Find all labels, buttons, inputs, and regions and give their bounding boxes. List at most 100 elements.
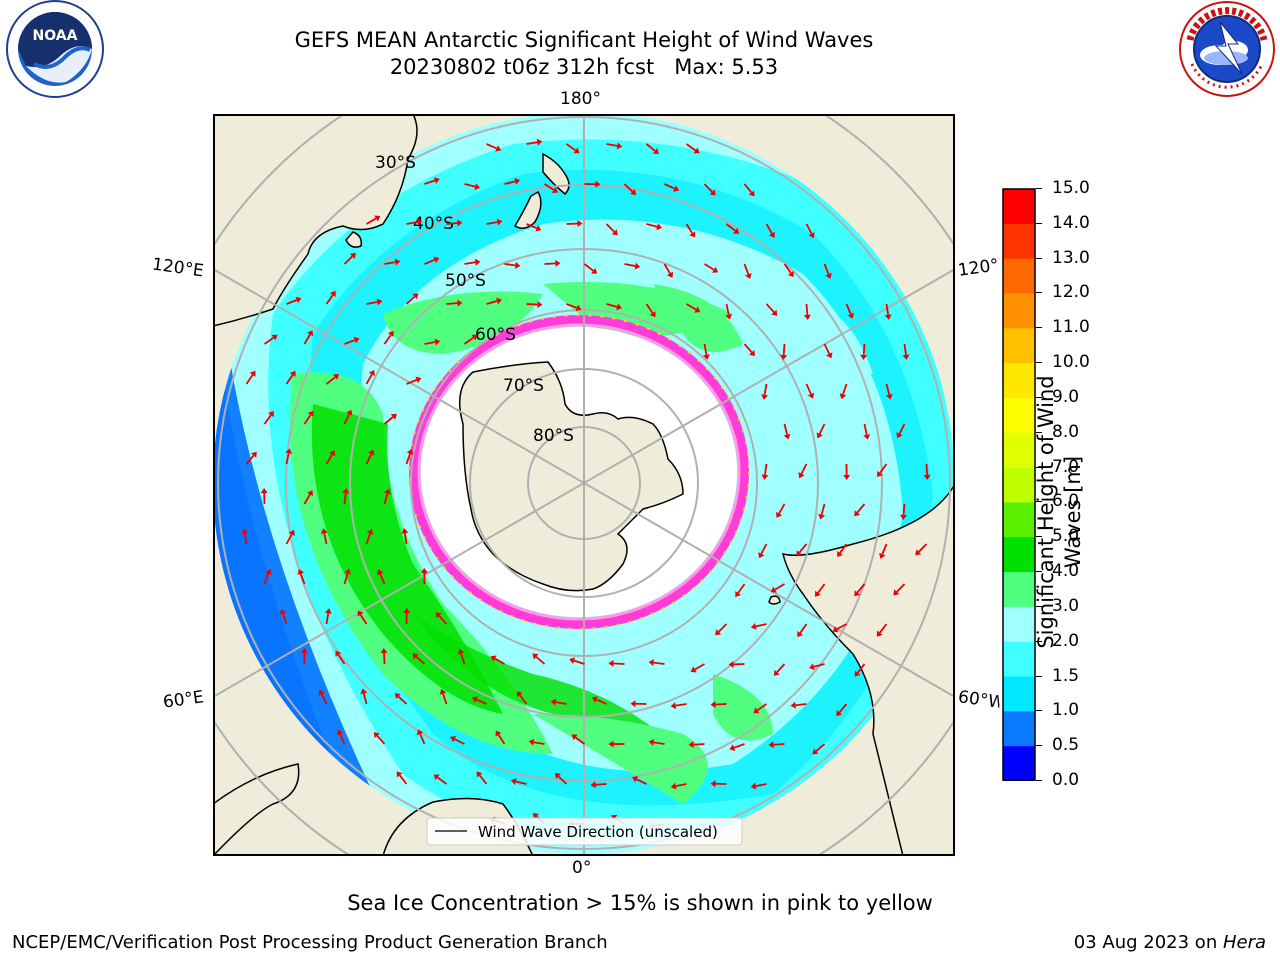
colorbar-tick-label: 1.0 <box>1052 700 1080 721</box>
colorbar <box>1002 188 1036 781</box>
wave-direction-arrow <box>685 223 696 238</box>
wave-direction-arrow <box>590 781 607 789</box>
wave-direction-arrow <box>526 138 543 146</box>
wave-direction-arrow <box>565 143 580 154</box>
wave-direction-arrow <box>516 691 528 705</box>
lat-label-70s: 70°S <box>503 376 544 396</box>
wave-direction-arrow <box>877 463 888 477</box>
wave-direction-arrow <box>286 296 302 305</box>
wave-direction-arrow <box>245 370 256 385</box>
wave-direction-arrow <box>729 743 745 751</box>
colorbar-tick <box>1036 501 1042 503</box>
wave-direction-arrow <box>569 657 585 665</box>
colorbar-tick <box>1036 605 1042 607</box>
wave-direction-arrow <box>320 528 328 545</box>
map-subtitle: 20230802 t06z 312h fcst Max: 5.53 <box>389 55 779 79</box>
wave-direction-arrow <box>526 223 542 232</box>
wave-direction-arrow <box>366 215 381 225</box>
colorbar-tick <box>1036 362 1042 364</box>
legend: Wind Wave Direction (unscaled) <box>426 817 743 846</box>
colorbar-tick-label: 7.0 <box>1052 456 1080 477</box>
wave-direction-arrow <box>486 143 502 152</box>
wave-direction-arrow <box>605 223 618 236</box>
wave-direction-arrow <box>750 622 767 630</box>
colorbar-tick-label: 5.0 <box>1052 526 1080 547</box>
wave-direction-arrow <box>344 336 360 345</box>
new-zealand-south <box>513 190 542 229</box>
wave-direction-arrow <box>783 263 794 278</box>
lat-label-80s: 80°S <box>533 426 574 446</box>
wave-direction-arrow <box>816 423 826 439</box>
footer-host: Hera <box>1222 932 1266 953</box>
wave-direction-arrow <box>812 743 826 755</box>
wave-direction-arrow <box>704 263 719 273</box>
sea-ice-note: Sea Ice Concentration > 15% is shown in … <box>347 891 933 915</box>
wave-direction-arrow <box>915 543 928 556</box>
wave-direction-arrow <box>318 689 328 705</box>
wave-direction-arrow <box>544 183 558 193</box>
wave-direction-arrow <box>725 303 733 320</box>
wave-direction-arrow <box>845 303 854 319</box>
wave-direction-arrow <box>670 702 687 710</box>
colorbar-segment <box>1003 536 1035 573</box>
wave-direction-arrow <box>566 303 582 312</box>
wave-direction-arrow <box>279 608 288 625</box>
wave-direction-arrow <box>703 183 716 196</box>
wave-direction-arrow <box>504 261 521 269</box>
wave-direction-arrow <box>670 782 687 790</box>
colorbar-tick <box>1036 466 1042 468</box>
tasmania <box>345 231 363 248</box>
wave-direction-arrow <box>405 448 414 465</box>
wave-direction-arrow <box>725 223 740 234</box>
wave-direction-arrow <box>765 303 778 316</box>
wave-direction-arrow <box>343 252 356 265</box>
wave-direction-arrow <box>343 568 351 585</box>
colorbar-tick <box>1036 780 1042 781</box>
wave-direction-arrow <box>383 413 397 425</box>
wave-direction-arrow <box>770 583 785 593</box>
wave-direction-arrow <box>324 608 332 625</box>
wave-direction-arrow <box>373 732 386 745</box>
colorbar-segment <box>1003 362 1035 398</box>
wave-direction-arrow <box>900 503 908 520</box>
wave-direction-arrow <box>263 410 274 425</box>
wave-direction-arrow <box>263 334 278 345</box>
wave-direction-arrow <box>532 653 546 665</box>
colorbar-title: Significant Height of Wind Waves [m] <box>1034 375 1085 649</box>
wave-direction-arrow <box>504 177 521 185</box>
wave-direction-arrow <box>450 735 465 745</box>
colorbar-tick-label: 14.0 <box>1052 212 1090 233</box>
wave-direction-arrow <box>798 463 808 479</box>
coastlines <box>213 114 955 856</box>
wave-direction-arrow <box>790 701 807 709</box>
wave-direction-arrow <box>424 338 441 346</box>
wave-direction-arrow <box>343 409 353 425</box>
graticule <box>213 114 955 856</box>
wave-direction-arrow <box>566 220 583 228</box>
wave-direction-arrow <box>424 177 440 185</box>
wave-direction-arrow <box>357 610 368 625</box>
footer-credit: NCEP/EMC/Verification Post Processing Pr… <box>12 932 608 953</box>
wave-direction-arrow <box>761 463 769 480</box>
wave-direction-arrow <box>486 218 503 226</box>
lon-label-180: 180° <box>560 89 601 109</box>
wave-direction-arrow <box>263 569 272 585</box>
colorbar-segment <box>1003 676 1035 712</box>
wave-direction-arrow <box>893 583 906 596</box>
colorbar-tick <box>1036 640 1042 642</box>
lat-label-60s: 60°S <box>475 325 516 345</box>
wave-direction-arrow <box>703 343 710 360</box>
wave-direction-arrow <box>396 771 408 785</box>
colorbar-tick-label: 2.0 <box>1052 630 1080 651</box>
wave-direction-arrow <box>710 701 727 709</box>
polar-map: 30°S 40°S 50°S 60°S 70°S 80°S Wind Wave … <box>213 114 955 856</box>
wave-direction-arrow <box>837 543 848 557</box>
wave-direction-arrow <box>433 774 448 785</box>
south-america <box>781 483 955 856</box>
wave-direction-arrow <box>685 143 700 154</box>
wave-direction-arrow <box>335 650 346 665</box>
colorbar-tick-label: 0.5 <box>1052 735 1080 756</box>
wave-direction-arrow <box>863 423 871 440</box>
wave-direction-arrow <box>544 259 561 267</box>
wave-direction-arrow <box>490 655 505 665</box>
